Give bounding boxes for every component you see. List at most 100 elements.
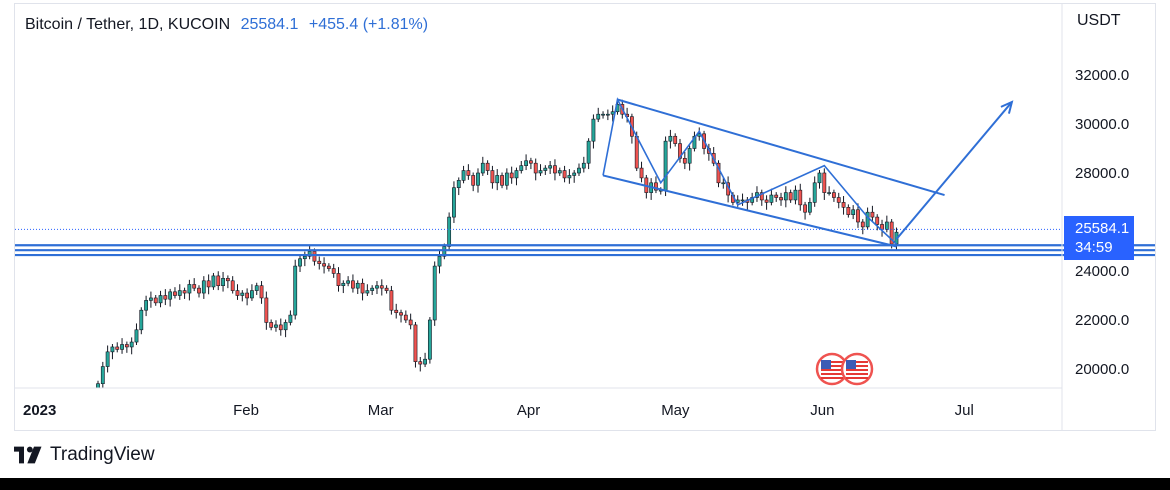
candle xyxy=(480,156,485,176)
candle xyxy=(269,319,274,331)
candle xyxy=(115,342,120,353)
candle xyxy=(389,285,394,315)
candle xyxy=(461,165,466,184)
candle xyxy=(769,188,774,206)
us-flag-icon[interactable] xyxy=(840,352,874,386)
x-tick-label: Jul xyxy=(955,402,974,419)
candle xyxy=(788,189,793,203)
chart-frame[interactable]: 32000.0 30000.0 28000.0 24000.0 22000.0 20000… xyxy=(14,3,1156,431)
candle xyxy=(682,151,687,170)
wave-path xyxy=(602,97,898,245)
candle xyxy=(562,165,567,183)
candle xyxy=(601,111,605,119)
candle xyxy=(173,287,177,299)
tradingview-brand[interactable]: TradingView xyxy=(14,444,155,466)
candle xyxy=(346,276,351,287)
price-chart[interactable]: 32000.0 30000.0 28000.0 24000.0 22000.0 20000… xyxy=(15,4,1155,430)
candle xyxy=(880,219,884,237)
candle xyxy=(812,176,817,207)
us-flag-icon[interactable] xyxy=(815,352,849,386)
candle xyxy=(692,131,697,152)
candle xyxy=(216,271,221,291)
candle xyxy=(836,192,841,209)
candle xyxy=(856,203,860,228)
candle xyxy=(687,145,692,171)
candle xyxy=(759,189,764,206)
candle xyxy=(846,204,851,218)
candle xyxy=(298,255,302,272)
candle xyxy=(326,263,331,272)
candle xyxy=(288,310,293,326)
candle xyxy=(548,160,553,174)
x-tick-label: May xyxy=(661,402,690,419)
legend-change: +455.4 (+1.81%) xyxy=(308,16,429,33)
candle xyxy=(807,197,812,216)
candle xyxy=(596,107,601,123)
candle xyxy=(745,197,750,210)
candle xyxy=(163,289,168,306)
candle xyxy=(360,278,365,301)
candle xyxy=(553,159,557,181)
last-price-tag: 25584.1 34:59 xyxy=(1064,216,1134,260)
candle xyxy=(755,186,759,202)
candle xyxy=(413,321,418,368)
candle xyxy=(774,192,779,202)
candle xyxy=(437,249,442,274)
currency-label[interactable]: USDT xyxy=(1077,12,1121,29)
candle xyxy=(649,178,654,200)
candle xyxy=(832,189,836,202)
candle xyxy=(519,160,524,174)
candle xyxy=(798,183,803,211)
candle xyxy=(158,290,163,308)
projection-arrow-line xyxy=(895,101,1013,240)
candle xyxy=(96,380,100,388)
candle xyxy=(456,177,461,196)
candle xyxy=(134,323,139,345)
candle xyxy=(322,257,326,274)
candle xyxy=(668,129,673,149)
candle xyxy=(860,219,865,235)
candle xyxy=(418,356,423,372)
candle xyxy=(264,291,269,330)
channel-lower-line xyxy=(602,174,897,248)
candle xyxy=(201,276,206,299)
candle xyxy=(307,245,312,260)
candle xyxy=(567,169,572,184)
candle xyxy=(259,281,264,304)
candle xyxy=(399,309,403,323)
candle xyxy=(783,186,788,208)
candle xyxy=(663,136,668,197)
candle xyxy=(504,168,509,190)
candle xyxy=(187,279,192,301)
bottom-bar xyxy=(0,478,1170,490)
x-tick-label: Jun xyxy=(810,402,834,419)
candle xyxy=(192,278,197,292)
candle xyxy=(779,192,783,206)
candle xyxy=(274,320,278,332)
candles-layer xyxy=(96,99,899,388)
candle xyxy=(197,285,201,298)
y-tick-label: 30000.0 xyxy=(1075,116,1129,133)
candle xyxy=(312,248,317,266)
candle xyxy=(293,259,298,320)
candle xyxy=(168,288,173,307)
candle xyxy=(721,178,726,189)
candle xyxy=(408,313,413,330)
candle xyxy=(331,263,336,278)
candle xyxy=(452,181,456,223)
candle xyxy=(557,167,562,176)
arrow-head xyxy=(1000,100,1014,114)
candle xyxy=(206,274,211,295)
candle xyxy=(476,168,480,193)
candle xyxy=(153,295,158,306)
brand-name: TradingView xyxy=(50,444,155,465)
candle xyxy=(230,276,235,294)
candle xyxy=(500,172,504,189)
candle xyxy=(211,272,216,290)
candle xyxy=(149,291,153,308)
candle xyxy=(240,290,245,302)
x-tick-label: Aug xyxy=(1104,402,1131,419)
candle xyxy=(485,160,490,175)
y-tick-label: 32000.0 xyxy=(1075,67,1129,84)
bar-countdown: 34:59 xyxy=(1075,239,1113,256)
